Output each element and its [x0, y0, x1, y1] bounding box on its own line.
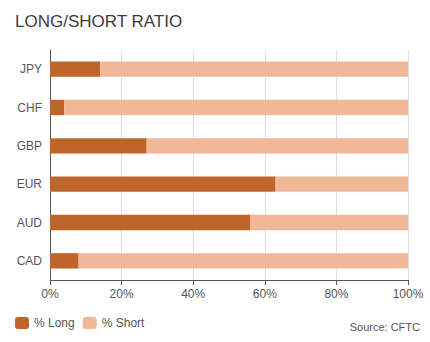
svg-text:40%: 40% [181, 287, 205, 301]
svg-text:CAD: CAD [17, 254, 43, 268]
svg-text:100%: 100% [393, 287, 424, 301]
svg-text:% Short: % Short [102, 316, 145, 330]
svg-text:80%: 80% [324, 287, 348, 301]
svg-text:LONG/SHORT RATIO: LONG/SHORT RATIO [15, 12, 182, 31]
svg-text:GBP: GBP [17, 139, 42, 153]
svg-text:AUD: AUD [17, 216, 43, 230]
svg-text:% Long: % Long [34, 316, 75, 330]
svg-text:Source: CFTC: Source: CFTC [350, 321, 420, 333]
svg-text:EUR: EUR [17, 177, 43, 191]
svg-text:20%: 20% [110, 287, 134, 301]
svg-text:CHF: CHF [17, 101, 42, 115]
svg-text:0%: 0% [41, 287, 59, 301]
svg-text:60%: 60% [253, 287, 277, 301]
svg-text:JPY: JPY [20, 62, 42, 76]
